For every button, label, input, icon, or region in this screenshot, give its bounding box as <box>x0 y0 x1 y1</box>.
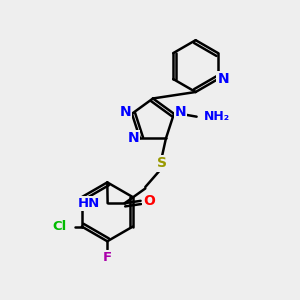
Text: HN: HN <box>77 197 100 210</box>
Text: F: F <box>103 251 112 264</box>
Text: Cl: Cl <box>53 220 67 233</box>
Text: N: N <box>120 105 131 119</box>
Text: N: N <box>218 72 229 86</box>
Text: S: S <box>157 156 166 170</box>
Text: N: N <box>128 131 139 146</box>
Text: NH₂: NH₂ <box>203 110 230 123</box>
Text: N: N <box>175 105 186 119</box>
Text: O: O <box>143 194 155 208</box>
